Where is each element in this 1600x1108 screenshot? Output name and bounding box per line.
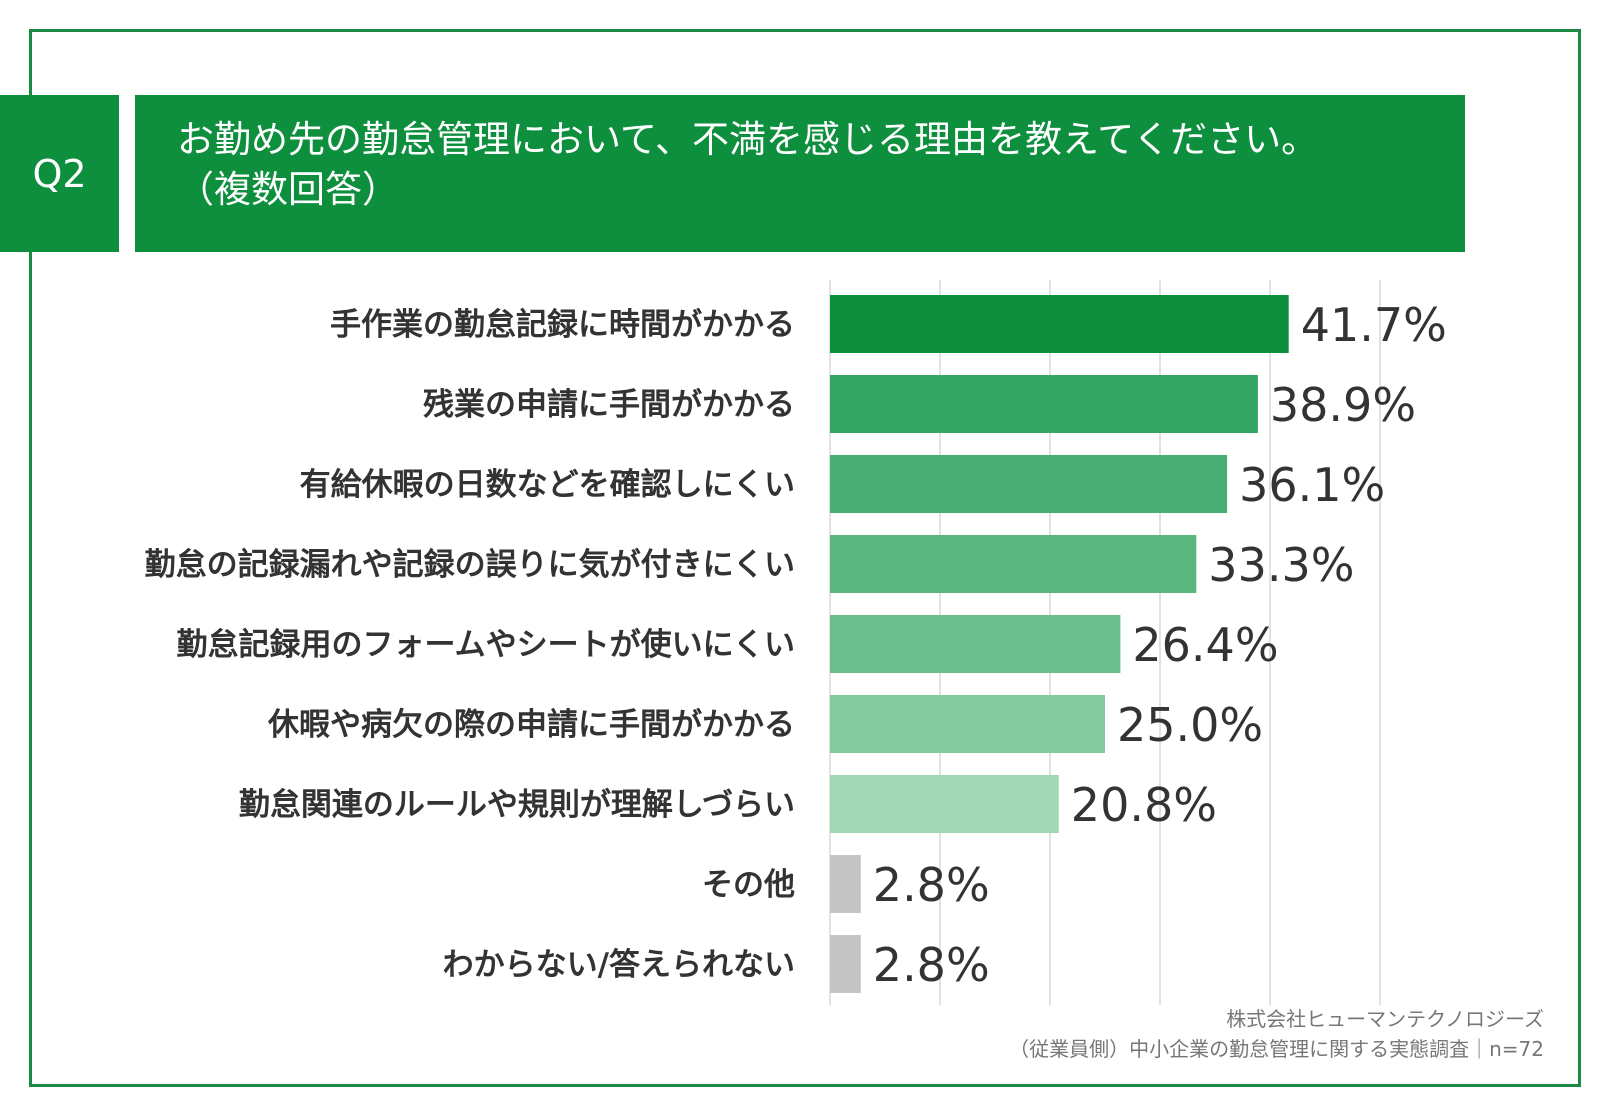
question-title-box: お勤め先の勤怠管理において、不満を感じる理由を教えてください。 （複数回答） — [135, 95, 1465, 252]
category-label: 有給休暇の日数などを確認しにくい — [300, 467, 795, 503]
category-label: 手作業の勤怠記録に時間がかかる — [330, 307, 795, 343]
category-label: 勤怠関連のルールや規則が理解しづらい — [239, 787, 795, 823]
bar — [830, 615, 1121, 673]
bar — [830, 935, 861, 993]
bar — [830, 455, 1228, 513]
value-label: 20.8% — [1071, 778, 1217, 832]
value-label: 38.9% — [1270, 378, 1416, 432]
category-label: 残業の申請に手間がかかる — [423, 387, 795, 423]
value-label: 26.4% — [1132, 618, 1278, 672]
category-label: 休暇や病欠の際の申請に手間がかかる — [267, 707, 795, 743]
value-label: 25.0% — [1117, 698, 1263, 752]
value-label: 33.3% — [1208, 538, 1354, 592]
bar — [830, 375, 1258, 433]
footer: 株式会社ヒューマンテクノロジーズ （従業員側）中小企業の勤怠管理に関する実態調査… — [1009, 1004, 1544, 1064]
bar — [830, 855, 861, 913]
question-title-line2: （複数回答） — [177, 168, 399, 211]
question-title-line1: お勤め先の勤怠管理において、不満を感じる理由を教えてください。 — [177, 118, 1319, 161]
category-label: その他 — [702, 867, 795, 903]
value-label: 2.8% — [873, 938, 990, 992]
question-badge: Q2 — [0, 95, 119, 252]
category-label: 勤怠記録用のフォームやシートが使いにくい — [177, 627, 795, 663]
chart-frame — [29, 29, 1581, 1087]
category-label: わからない/答えられない — [443, 947, 795, 983]
category-label: 勤怠の記録漏れや記録の誤りに気が付きにくい — [145, 547, 795, 583]
value-label: 2.8% — [873, 858, 990, 912]
bar — [830, 775, 1059, 833]
bar — [830, 535, 1197, 593]
value-label: 36.1% — [1239, 458, 1385, 512]
footer-company: 株式会社ヒューマンテクノロジーズ — [1226, 1007, 1544, 1031]
bar — [830, 695, 1105, 753]
bar — [830, 295, 1289, 353]
footer-survey: （従業員側）中小企業の勤怠管理に関する実態調査｜n=72 — [1009, 1037, 1544, 1061]
value-label: 41.7% — [1301, 298, 1447, 352]
